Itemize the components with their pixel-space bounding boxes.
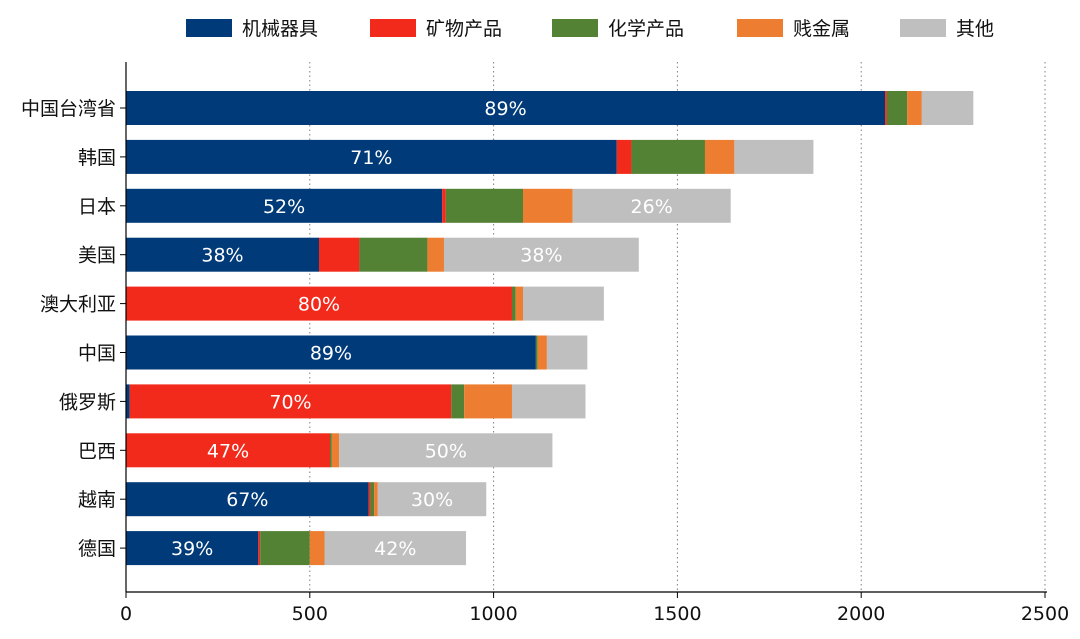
bar-1-4 bbox=[907, 91, 922, 125]
bar-2-3 bbox=[631, 139, 705, 174]
y-tick-label-3: 日本 bbox=[78, 196, 116, 218]
y-tick-label-7: 俄罗斯 bbox=[59, 391, 116, 413]
bar-3-5 bbox=[572, 188, 731, 223]
x-tick-label-1000: 1000 bbox=[469, 603, 517, 625]
legend-label-3: 化学产品 bbox=[608, 18, 684, 40]
legend-label-2: 矿物产品 bbox=[426, 18, 502, 40]
bar-8-3 bbox=[330, 433, 332, 468]
data-label-6: 38% bbox=[520, 245, 562, 267]
data-label-5: 38% bbox=[201, 245, 243, 267]
bar-4-2 bbox=[318, 237, 360, 272]
bar-5-2 bbox=[126, 286, 512, 321]
bar-7-3 bbox=[451, 384, 465, 419]
x-tick-label-0: 0 bbox=[120, 603, 132, 625]
data-labels: 89% 71% 52% 26% 38% 38% 80% 89% 70% 47% 50% 67% 30% 3… bbox=[171, 98, 673, 560]
y-tick-label-1: 中国台湾省 bbox=[21, 98, 116, 120]
data-label-9: 70% bbox=[269, 391, 311, 413]
bar-9-1 bbox=[126, 482, 369, 517]
data-label-7: 80% bbox=[298, 294, 340, 316]
bar-4-5 bbox=[443, 237, 639, 272]
y-tick-label-10: 德国 bbox=[78, 538, 116, 560]
bar-5-5 bbox=[523, 286, 604, 321]
legend-swatch-4 bbox=[737, 19, 783, 37]
bar-5-3 bbox=[511, 286, 516, 321]
y-tick-label-4: 美国 bbox=[78, 245, 116, 267]
y-tick-label-9: 越南 bbox=[78, 489, 116, 511]
data-label-3: 52% bbox=[263, 196, 305, 218]
bar-9-4 bbox=[374, 482, 378, 517]
data-label-13: 30% bbox=[411, 489, 453, 511]
bar-9-5 bbox=[377, 482, 487, 517]
data-label-4: 26% bbox=[631, 196, 673, 218]
bar-10-4 bbox=[309, 531, 325, 566]
bar-8-5 bbox=[339, 433, 553, 468]
legend-label-5: 其他 bbox=[956, 18, 994, 40]
legend-swatch-1 bbox=[186, 19, 232, 37]
y-tick-label-2: 韩国 bbox=[78, 147, 116, 169]
bar-9-2 bbox=[368, 482, 371, 517]
bar-1-3 bbox=[886, 91, 908, 125]
x-tick-label-2000: 2000 bbox=[837, 603, 885, 625]
data-label-14: 39% bbox=[171, 538, 213, 560]
legend-swatch-5 bbox=[900, 19, 946, 37]
bar-3-2 bbox=[442, 188, 446, 223]
x-tick-label-500: 500 bbox=[292, 603, 328, 625]
data-label-15: 42% bbox=[374, 538, 416, 560]
legend: 机械器具 矿物产品 化学产品 贱金属 其他 bbox=[186, 18, 994, 40]
bar-6-5 bbox=[546, 335, 588, 370]
bar-3-3 bbox=[445, 188, 524, 223]
data-label-2: 71% bbox=[350, 147, 392, 169]
bar-10-5 bbox=[324, 531, 467, 566]
y-tick-label-8: 巴西 bbox=[78, 440, 116, 462]
bar-1-5 bbox=[921, 91, 974, 125]
bar-4-1 bbox=[126, 237, 319, 272]
x-tick-label-2500: 2500 bbox=[1021, 603, 1069, 625]
data-label-1: 89% bbox=[484, 98, 526, 120]
bar-1-2 bbox=[885, 91, 887, 125]
y-tick-label-5: 澳大利亚 bbox=[40, 294, 116, 316]
bar-6-3 bbox=[535, 335, 538, 370]
bar-10-1 bbox=[126, 531, 259, 566]
axes: 0 500 1000 1500 2000 2500 中国台湾省韩国日本美国澳大利亚中国俄罗斯… bbox=[21, 62, 1069, 625]
legend-label-4: 贱金属 bbox=[793, 18, 850, 40]
data-label-12: 67% bbox=[226, 489, 268, 511]
bar-7-4 bbox=[464, 384, 512, 419]
bar-5-4 bbox=[515, 286, 524, 321]
data-label-11: 50% bbox=[425, 440, 467, 462]
bar-9-3 bbox=[370, 482, 375, 517]
bar-6-4 bbox=[537, 335, 547, 370]
bar-8-4 bbox=[331, 433, 340, 468]
legend-swatch-3 bbox=[552, 19, 598, 37]
bar-8-2 bbox=[126, 433, 331, 468]
y-tick-label-6: 中国 bbox=[78, 343, 116, 365]
bar-1-1 bbox=[126, 91, 886, 125]
bar-3-1 bbox=[126, 188, 443, 223]
bar-2-5 bbox=[734, 139, 814, 174]
bar-7-5 bbox=[511, 384, 586, 419]
bar-2-2 bbox=[616, 139, 632, 174]
bar-10-2 bbox=[258, 531, 261, 566]
bar-7-1 bbox=[126, 384, 130, 419]
bar-6-1 bbox=[126, 335, 536, 370]
bar-2-4 bbox=[704, 139, 735, 174]
bar-10-3 bbox=[260, 531, 310, 566]
data-label-10: 47% bbox=[207, 440, 249, 462]
legend-label-1: 机械器具 bbox=[242, 18, 318, 40]
legend-swatch-2 bbox=[370, 19, 416, 37]
bar-4-4 bbox=[427, 237, 444, 272]
bar-7-2 bbox=[129, 384, 452, 419]
bar-3-4 bbox=[523, 188, 573, 223]
bars bbox=[126, 91, 974, 566]
bar-2-1 bbox=[126, 139, 617, 174]
bar-4-3 bbox=[359, 237, 428, 272]
data-label-8: 89% bbox=[310, 343, 352, 365]
x-tick-label-1500: 1500 bbox=[653, 603, 701, 625]
